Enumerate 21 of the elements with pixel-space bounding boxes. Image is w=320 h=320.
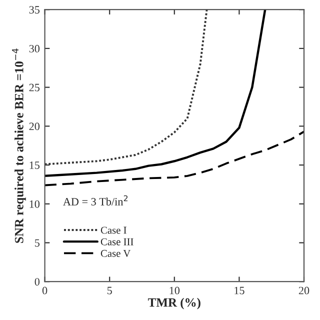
y-tick-label: 5 bbox=[35, 239, 40, 247]
x-axis-title: TMR (%) bbox=[148, 298, 200, 310]
x-tick-label: 15 bbox=[234, 286, 244, 294]
line-series bbox=[44, 10, 266, 178]
y-tick-label: 10 bbox=[30, 200, 40, 208]
y-tick-label: 35 bbox=[29, 6, 40, 14]
y-tick-label: 20 bbox=[29, 122, 40, 130]
x-tick-label: 5 bbox=[107, 286, 112, 294]
legend-label: Case I bbox=[100, 226, 126, 234]
legend-label: Case V bbox=[100, 250, 131, 257]
y-axis-title: SNR required to achieve BER =10$^{−4}$ bbox=[12, 48, 26, 243]
x-tick-label: 10 bbox=[170, 286, 180, 294]
y-tick-label: 0 bbox=[34, 278, 40, 286]
y-tick-label: 30 bbox=[29, 44, 40, 52]
line-series bbox=[44, 130, 304, 186]
x-tick-label: 0 bbox=[42, 286, 48, 294]
annotation: AD = 3 Tb/in$^{2}$ bbox=[63, 195, 128, 206]
x-tick-label: 20 bbox=[298, 286, 310, 294]
y-tick-label: 25 bbox=[29, 84, 40, 92]
legend-label: Case III bbox=[100, 238, 134, 246]
y-tick-label: 15 bbox=[30, 162, 40, 169]
